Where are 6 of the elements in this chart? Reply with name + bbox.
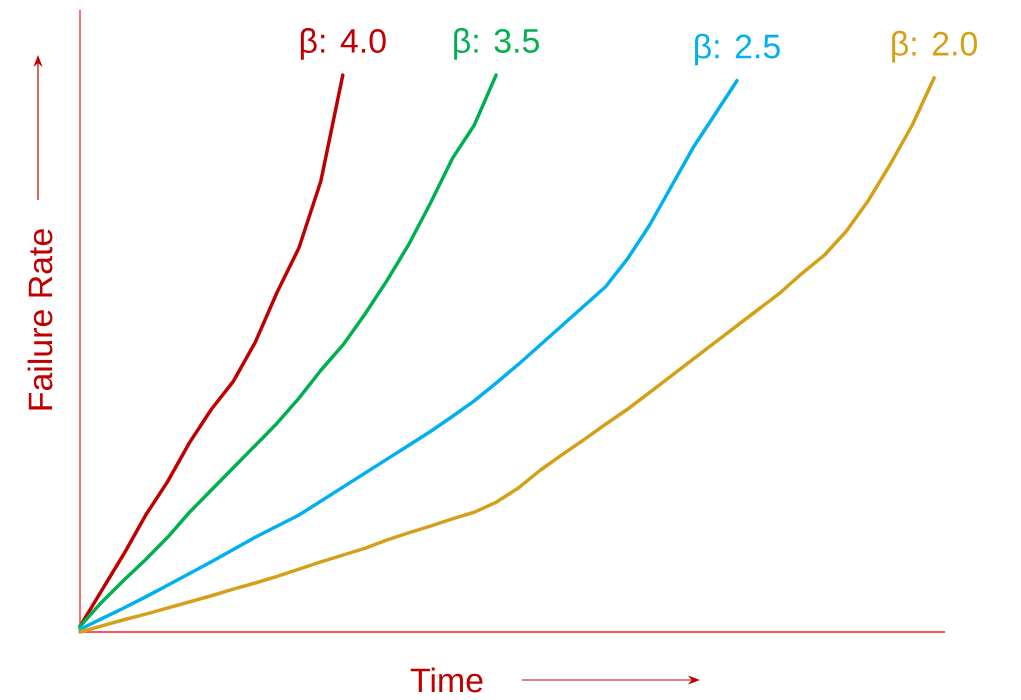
series-label: β: 2.0 xyxy=(892,30,977,63)
x-axis-title: Time xyxy=(410,667,483,693)
series-label: β: 4.0 xyxy=(300,28,386,60)
y-axis-title: Failure Rate xyxy=(27,229,53,410)
series-label: β: 3.5 xyxy=(454,28,539,60)
series-label: β: 2.5 xyxy=(695,33,780,66)
